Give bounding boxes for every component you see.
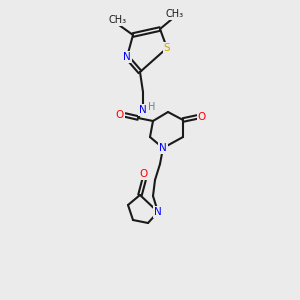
Text: CH₃: CH₃ (166, 9, 184, 19)
Text: H: H (148, 102, 156, 112)
Text: N: N (123, 52, 131, 62)
Text: O: O (198, 112, 206, 122)
Text: N: N (154, 207, 162, 217)
Text: O: O (116, 110, 124, 120)
Text: S: S (164, 43, 170, 53)
Text: CH₃: CH₃ (109, 15, 127, 25)
Text: N: N (159, 143, 167, 153)
Text: N: N (139, 105, 147, 115)
Text: O: O (140, 169, 148, 179)
